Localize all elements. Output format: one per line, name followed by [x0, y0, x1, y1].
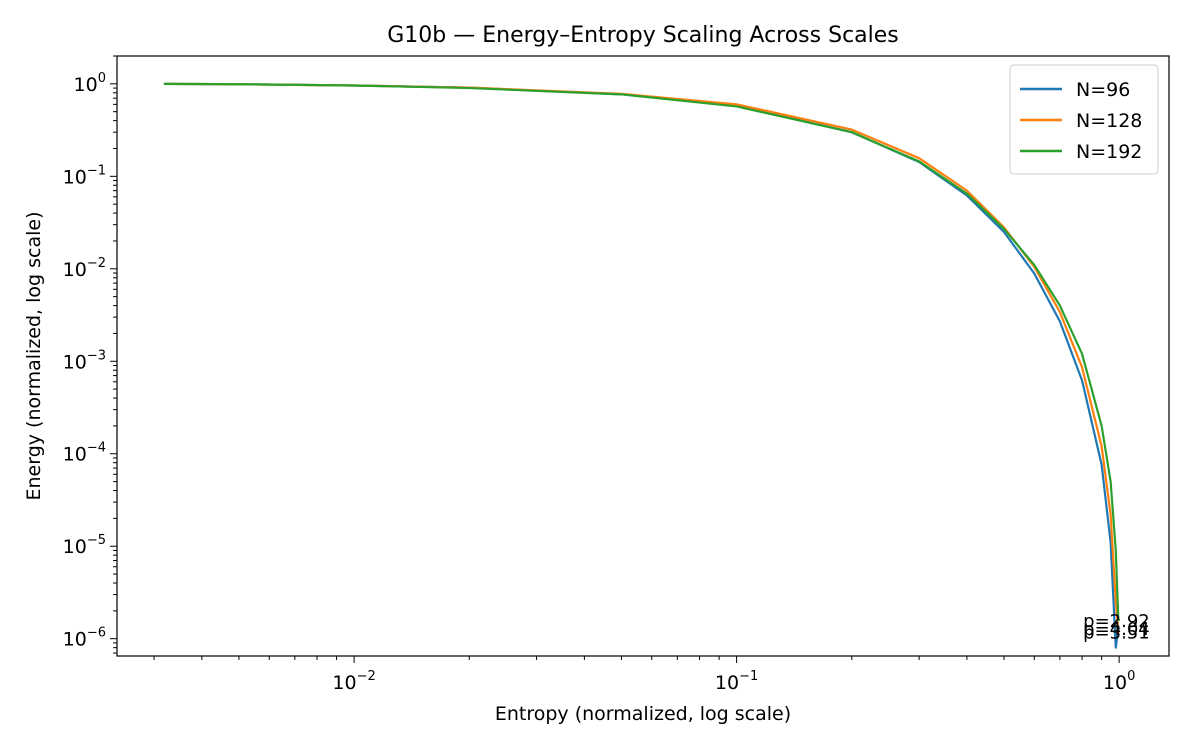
chart-title: G10b — Energy–Entropy Scaling Across Sca… — [387, 23, 899, 48]
x-tick-label-1: 10−1 — [715, 669, 758, 694]
y-tick-label-5: 10−5 — [63, 533, 106, 558]
x-axis-label: Entropy (normalized, log scale) — [495, 703, 791, 725]
legend-label-2: N=192 — [1076, 141, 1142, 163]
legend-label-0: N=96 — [1076, 79, 1130, 101]
end-labels: p=4.04p=3.51p=2.92 — [1083, 611, 1150, 644]
series-group — [163, 82, 1121, 649]
series-line-2 — [163, 82, 1121, 621]
x-axis: 10−2 10−1 100 — [153, 656, 1135, 694]
end-label-0: p=4.04 — [1083, 619, 1150, 640]
end-label-1: p=3.51 — [1083, 622, 1150, 643]
legend-box — [1009, 64, 1159, 175]
plot-frame — [117, 56, 1169, 656]
axes-box — [116, 55, 1170, 657]
legend: N=96 N=128 N=192 — [1009, 64, 1159, 175]
end-label-2: p=2.92 — [1083, 611, 1150, 632]
y-axis-label: Energy (normalized, log scale) — [23, 212, 45, 501]
legend-label-1: N=128 — [1076, 110, 1142, 132]
x-tick-label-0: 10−2 — [332, 669, 375, 694]
